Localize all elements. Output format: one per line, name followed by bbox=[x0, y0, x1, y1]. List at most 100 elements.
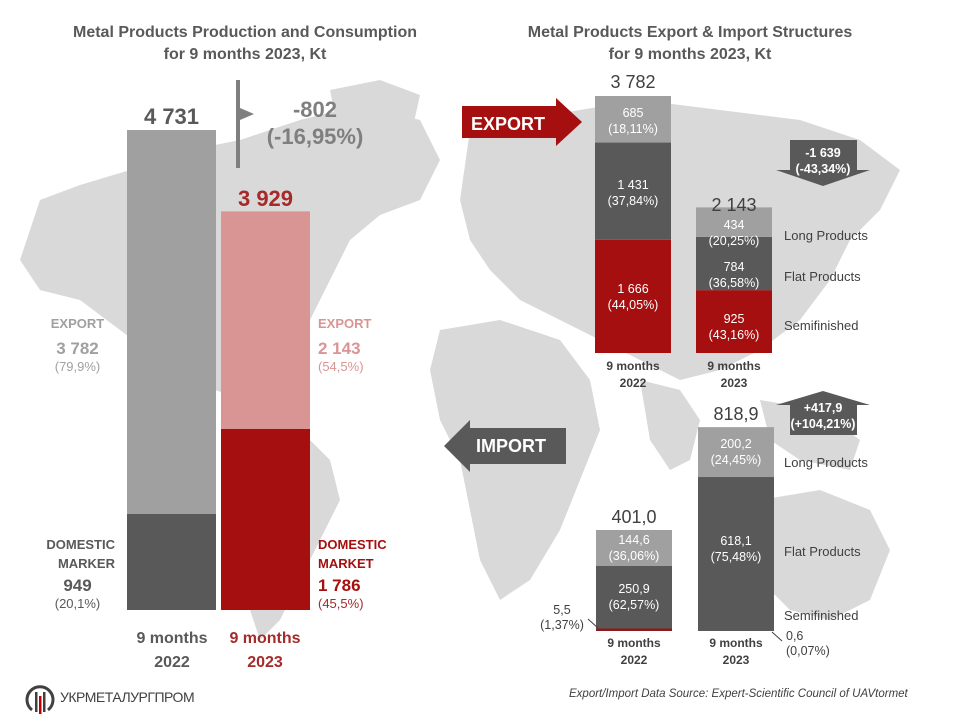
import-2022-long-label: 144,6 (36,06%) bbox=[596, 530, 672, 566]
import-bar-semifinished-2022 bbox=[596, 628, 672, 631]
import-legend-long: Long Products bbox=[784, 455, 868, 470]
category-2023-label: 9 months 2023 bbox=[215, 627, 315, 675]
export-2023-value: 2 143 bbox=[318, 339, 361, 358]
value: 685 bbox=[622, 105, 644, 120]
export-2022-long-label: 685 (18,11%) bbox=[595, 96, 671, 145]
bar-export-2023 bbox=[221, 211, 310, 429]
value: 0,6 bbox=[786, 629, 804, 643]
left-title-line1: Metal Products Production and Consumptio… bbox=[73, 24, 417, 41]
data-source-note: Export/Import Data Source: Expert-Scient… bbox=[569, 688, 908, 700]
pct: (24,45%) bbox=[710, 452, 762, 467]
export-bar-long-products-2023 bbox=[696, 207, 772, 237]
domestic-2022-value: 949 bbox=[63, 576, 92, 595]
category-2023-line1: 9 months bbox=[229, 630, 301, 647]
export-2023-semi-label: 925 (43,16%) bbox=[696, 301, 772, 353]
line2: 2022 bbox=[619, 376, 647, 390]
export-change-down-arrow-icon bbox=[776, 140, 870, 186]
domestic-2023-title: DOMESTIC MARKET bbox=[318, 537, 387, 571]
right-title-line1: Metal Products Export & Import Structure… bbox=[527, 24, 853, 41]
production-change-label: -802 (-16,95%) bbox=[250, 96, 380, 150]
import-2022-semi-callout: 5,5 (1,37%) bbox=[536, 603, 588, 633]
value: 5,5 bbox=[553, 603, 571, 617]
domestic-2022-annotation: DOMESTIC MARKER 949 (20,1%) bbox=[30, 535, 125, 611]
export-2023-pct: (54,5%) bbox=[318, 359, 364, 374]
line1: 9 months bbox=[709, 636, 763, 650]
bar-export-2022 bbox=[127, 130, 216, 514]
pct: (44,05%) bbox=[607, 298, 659, 312]
bar-domestic-market-2023 bbox=[221, 428, 310, 610]
import-category-2022: 9 months 2022 bbox=[591, 635, 677, 669]
import-bar-long-products-2023 bbox=[698, 427, 774, 478]
domestic-2023-annotation: DOMESTIC MARKET 1 786 (45,5%) bbox=[318, 535, 418, 611]
pct: (18,11%) bbox=[608, 121, 658, 136]
right-chart-title: Metal Products Export & Import Structure… bbox=[470, 22, 910, 66]
export-legend-long: Long Products bbox=[784, 228, 868, 243]
export-category-2023: 9 months 2023 bbox=[691, 358, 777, 392]
domestic-2023-value: 1 786 bbox=[318, 576, 361, 595]
pct: (-43,34%) bbox=[795, 162, 851, 176]
pct: (62,57%) bbox=[608, 598, 660, 612]
import-2023-semi-leader bbox=[771, 631, 783, 642]
line2: 2022 bbox=[620, 653, 648, 667]
value: 144,6 bbox=[618, 533, 650, 547]
export-arrow-icon bbox=[462, 98, 582, 146]
import-arrow-icon bbox=[444, 420, 566, 472]
import-change-up-arrow-icon bbox=[776, 391, 870, 435]
import-2023-flat-label: 618,1 (75,48%) bbox=[698, 476, 774, 631]
value: 250,9 bbox=[618, 582, 650, 596]
logo-text: УКРМЕТАЛУРГПРОМ bbox=[60, 689, 195, 705]
value: -1 639 bbox=[805, 146, 841, 160]
export-2023-annotation: EXPORT 2 143 (54,5%) bbox=[318, 314, 388, 374]
pct: (75,48%) bbox=[710, 550, 762, 564]
value: 618,1 bbox=[720, 534, 752, 548]
value: +417,9 bbox=[803, 401, 843, 415]
export-bar-flat-products-2023 bbox=[696, 236, 772, 291]
export-2023-long-label: 434 (20,25%) bbox=[696, 218, 772, 248]
pct: (1,37%) bbox=[540, 618, 584, 632]
import-bar-flat-products-2022 bbox=[596, 565, 672, 629]
export-change-label: -1 639 (-43,34%) bbox=[787, 145, 859, 177]
change-arrow-icon bbox=[240, 108, 254, 120]
pct: (37,84%) bbox=[607, 194, 659, 208]
pct: (+104,21%) bbox=[790, 417, 856, 431]
export-2023-title: EXPORT bbox=[318, 316, 372, 331]
value: 784 bbox=[723, 259, 745, 274]
domestic-2022-title: DOMESTIC MARKER bbox=[46, 537, 115, 571]
line1: 9 months bbox=[606, 359, 660, 373]
logo: УКРМЕТАЛУРГПРОМ bbox=[24, 680, 195, 714]
import-2023-long-label: 200,2 (24,45%) bbox=[698, 427, 774, 476]
category-2023-line2: 2023 bbox=[247, 654, 283, 671]
line2: 2023 bbox=[722, 653, 750, 667]
domestic-2023-pct: (45,5%) bbox=[318, 596, 364, 611]
export-2022-pct: (79,9%) bbox=[54, 359, 101, 374]
export-category-2022: 9 months 2022 bbox=[590, 358, 676, 392]
pct: (36,06%) bbox=[608, 549, 660, 563]
export-bar-flat-products-2022 bbox=[595, 142, 671, 240]
import-bar-long-products-2022 bbox=[596, 529, 672, 566]
value: 925 bbox=[723, 312, 745, 326]
value: 434 bbox=[723, 218, 745, 232]
export-2022-annotation: EXPORT 3 782 (79,9%) bbox=[30, 314, 125, 374]
export-legend-flat: Flat Products bbox=[784, 269, 861, 284]
import-total-2023: 818,9 bbox=[713, 404, 759, 424]
export-bar-long-products-2022 bbox=[595, 96, 671, 143]
category-2022-label: 9 months 2022 bbox=[122, 627, 222, 675]
import-total-2022: 401,0 bbox=[611, 507, 657, 527]
domestic-2022-pct: (20,1%) bbox=[54, 596, 101, 611]
import-legend-flat: Flat Products bbox=[784, 544, 861, 559]
total-2022-label: 4 731 bbox=[143, 104, 200, 129]
import-2022-flat-label: 250,9 (62,57%) bbox=[596, 566, 672, 628]
value: 1 431 bbox=[617, 178, 649, 192]
import-category-2023: 9 months 2023 bbox=[693, 635, 779, 669]
category-2022-line2: 2022 bbox=[154, 654, 190, 671]
import-arrow-label: IMPORT bbox=[476, 436, 546, 456]
value: 200,2 bbox=[720, 436, 752, 451]
change-pct: (-16,95%) bbox=[266, 124, 364, 149]
change-value: -802 bbox=[292, 97, 338, 122]
left-title-line2: for 9 months 2023, Kt bbox=[163, 46, 327, 63]
pct: (36,58%) bbox=[708, 275, 760, 290]
export-2023-flat-label: 784 (36,58%) bbox=[696, 248, 772, 301]
line1: 9 months bbox=[607, 636, 661, 650]
export-2022-semi-label: 1 666 (44,05%) bbox=[595, 241, 671, 353]
